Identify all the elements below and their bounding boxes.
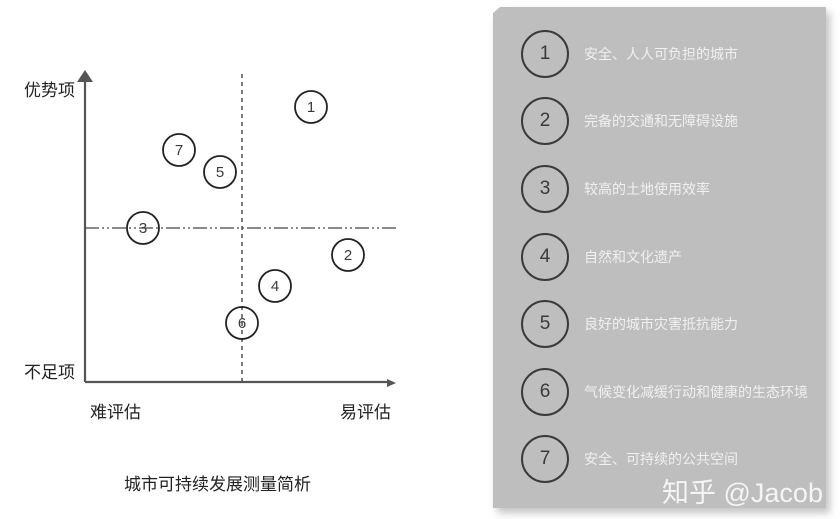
svg-text:2: 2 bbox=[344, 247, 352, 264]
svg-text:4: 4 bbox=[271, 278, 279, 295]
svg-text:5: 5 bbox=[216, 164, 224, 181]
svg-text:7: 7 bbox=[175, 142, 183, 159]
svg-text:6: 6 bbox=[238, 315, 246, 332]
svg-text:3: 3 bbox=[139, 220, 147, 237]
svg-text:1: 1 bbox=[307, 99, 315, 116]
